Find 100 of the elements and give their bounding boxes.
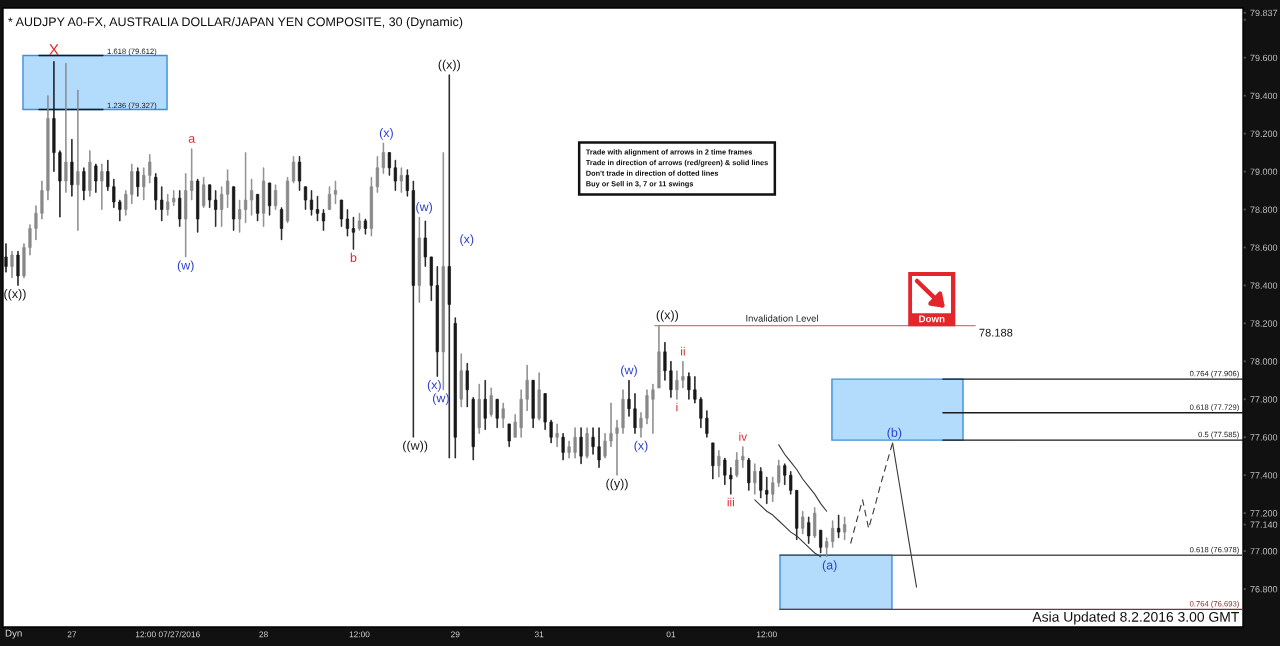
candlestick — [333, 180, 338, 205]
candlestick — [729, 467, 733, 495]
y-tick-label: 77.600 — [1250, 434, 1278, 441]
candlestick — [202, 176, 206, 208]
candlestick — [172, 190, 176, 207]
candlestick — [483, 379, 487, 430]
candlestick — [555, 423, 559, 448]
candlestick — [363, 218, 368, 235]
candlestick — [399, 167, 403, 193]
candlestick — [10, 250, 14, 279]
candlestick — [621, 389, 625, 434]
candlestick — [603, 433, 607, 459]
candlestick — [735, 452, 739, 478]
candlestick — [369, 176, 374, 237]
candlestick — [567, 440, 571, 459]
candlestick — [100, 163, 104, 210]
annotation: (b) — [887, 427, 902, 440]
annotation: ii — [681, 346, 685, 356]
candlestick — [196, 178, 200, 233]
y-tick-label: 77.400 — [1250, 472, 1278, 479]
candlestick — [315, 195, 320, 222]
y-tick-label: 79.600 — [1250, 54, 1278, 62]
candlestick — [801, 510, 805, 535]
x-tick-label: 27 — [67, 631, 77, 638]
candlestick — [160, 186, 164, 222]
y-tick-label: 78.600 — [1250, 244, 1278, 251]
candlestick — [405, 169, 409, 197]
candlestick — [759, 467, 763, 499]
candlestick — [783, 463, 787, 486]
candlestick — [178, 190, 182, 227]
candlestick — [429, 256, 433, 301]
candlestick — [184, 173, 188, 258]
candlestick — [64, 63, 68, 193]
candlestick — [771, 476, 775, 503]
candlestick — [249, 178, 254, 216]
candlestick — [459, 353, 463, 408]
candlestick — [573, 427, 577, 459]
candlestick — [118, 199, 122, 222]
candlestick — [423, 220, 427, 267]
candlestick — [585, 427, 589, 459]
candlestick — [687, 372, 691, 400]
candlestick — [387, 152, 391, 176]
candlestick — [777, 459, 781, 487]
candlestick — [477, 383, 481, 434]
y-tick-label: 78.800 — [1250, 206, 1278, 213]
candlestick — [723, 457, 727, 486]
text: Dyn — [5, 629, 22, 639]
annotation: X — [49, 44, 59, 55]
candlestick — [579, 427, 583, 465]
y-tick-label: 77.140 — [1250, 521, 1278, 528]
candlestick — [417, 216, 421, 303]
candlestick — [471, 397, 475, 461]
y-tick-label: 78.200 — [1250, 320, 1278, 327]
candlestick — [220, 186, 224, 227]
candlestick — [345, 209, 350, 237]
y-tick-label: 77.200 — [1250, 510, 1278, 517]
candlestick — [501, 402, 505, 429]
candlestick — [136, 167, 140, 197]
y-tick-label: 78.400 — [1250, 282, 1278, 289]
annotation: (x) — [634, 440, 648, 453]
line-series — [778, 444, 828, 512]
annotation: (w) — [177, 260, 194, 273]
y-tick-label: 77.000 — [1250, 548, 1278, 555]
text: * AUDJPY A0-FX, AUSTRALIA DOLLAR/JAPAN YEN COMPOSITE, 30 (Dynamic) — [8, 17, 463, 29]
candlestick — [741, 446, 745, 468]
candlestick — [321, 209, 326, 231]
annotation: ((x)) — [438, 59, 460, 72]
candlestick — [435, 266, 439, 377]
candlestick — [681, 360, 685, 389]
candlestick — [411, 180, 415, 438]
candlestick — [747, 457, 751, 491]
candlestick — [639, 412, 643, 438]
x-tick-label: 01 — [666, 631, 676, 638]
candlestick — [645, 389, 649, 425]
y-tick-label: 79.000 — [1250, 168, 1278, 175]
candlestick — [112, 178, 116, 208]
x-tick-label: 28 — [259, 631, 268, 638]
annotation: (x) — [379, 127, 393, 140]
candlestick — [699, 397, 703, 429]
candlestick — [615, 419, 619, 476]
candlestick — [393, 159, 397, 191]
x-tick-label: 31 — [534, 631, 544, 638]
candlestick — [663, 342, 667, 381]
candlestick — [525, 364, 529, 412]
candlestick — [381, 142, 385, 174]
annotation: iii — [727, 497, 734, 507]
candlestick — [753, 463, 757, 495]
candlestick — [597, 427, 601, 468]
annotation: 78.188 — [979, 328, 1013, 337]
candlestick — [106, 159, 110, 191]
candlestick — [819, 529, 823, 554]
candlestick — [309, 190, 314, 216]
candlestick — [142, 167, 146, 201]
candlestick — [58, 150, 62, 218]
annotation: (a) — [822, 560, 837, 572]
candlestick — [70, 138, 74, 197]
annotation: i — [676, 402, 678, 412]
candlestick — [16, 250, 20, 286]
candlestick — [40, 180, 44, 220]
candlestick — [208, 184, 212, 208]
